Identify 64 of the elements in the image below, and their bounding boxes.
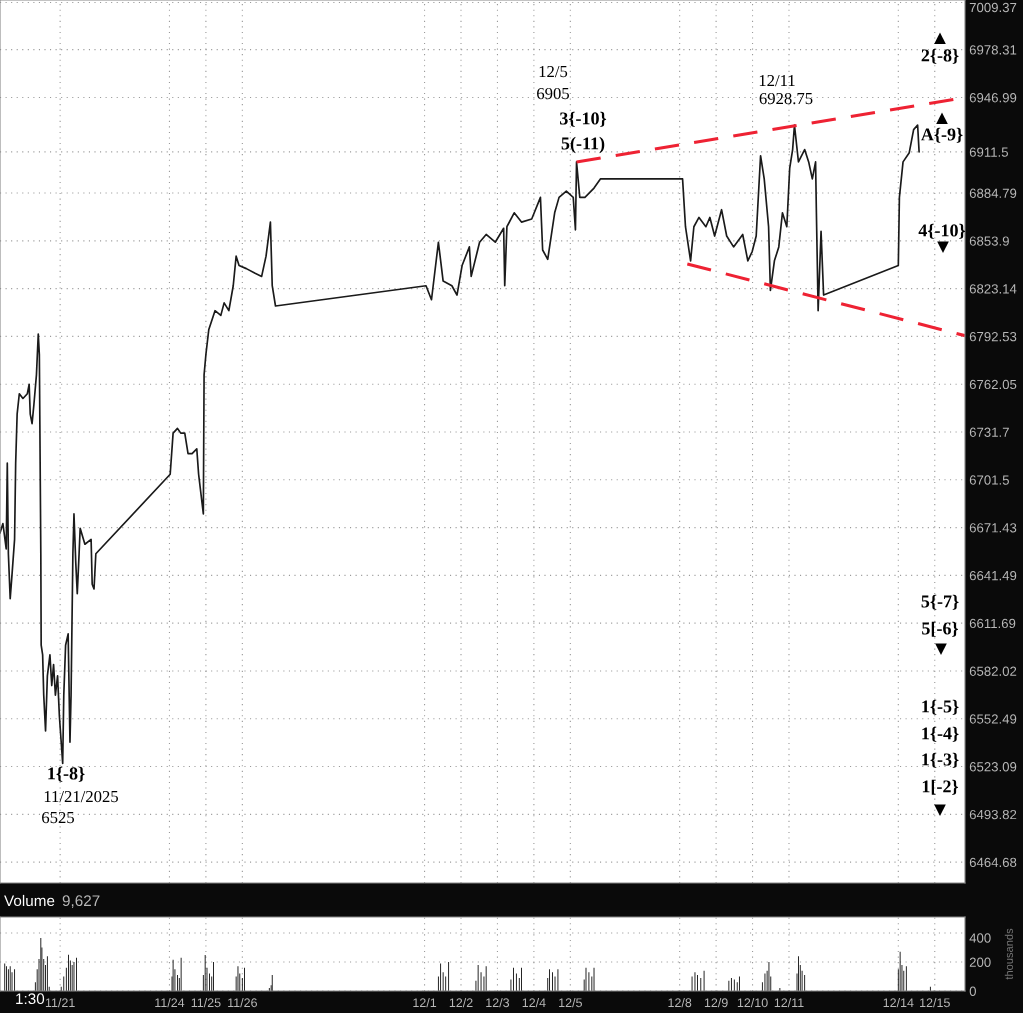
- x-tick-label: 12/8: [668, 997, 692, 1008]
- x-tick-label: 12/3: [486, 997, 510, 1008]
- annotation: 5(-11): [561, 136, 605, 154]
- y-tick-label: 6731.7: [969, 427, 1009, 437]
- text: Volume: [4, 894, 55, 907]
- y-tick-label: 6493.82: [969, 809, 1017, 820]
- annotation: A{-9}: [921, 127, 963, 143]
- annotation: 1{-3}: [922, 752, 959, 768]
- y-tick-label: 6823.14: [969, 284, 1017, 294]
- y-tick-label: 6582.02: [969, 666, 1017, 676]
- y-tick-label: 6701.5: [969, 475, 1009, 485]
- text: 9,627: [62, 895, 100, 908]
- annotation: 1[-2}: [922, 779, 959, 795]
- y-tick-label: 6552.49: [969, 714, 1017, 724]
- annotation: 4{-10}: [918, 223, 966, 239]
- y-tick-label: 200: [969, 957, 991, 967]
- annotation: 6928.75: [759, 92, 813, 105]
- annotation: 2{-8}: [921, 48, 959, 64]
- y-tick-label: 6523.09: [969, 762, 1017, 772]
- annotation: ▼: [934, 804, 946, 817]
- x-tick-label: 12/2: [449, 997, 473, 1008]
- y-axis-title: thousands: [1004, 928, 1013, 980]
- y-tick-label: 6762.05: [969, 379, 1017, 390]
- annotation: 12/5: [539, 65, 568, 78]
- x-tick-label: 12/15: [920, 997, 950, 1008]
- y-tick-label: 6911.5: [969, 147, 1008, 157]
- annotation: ▼: [935, 643, 947, 656]
- y-tick-label: 6853.9: [969, 236, 1009, 246]
- annotation: ▼: [937, 241, 949, 254]
- y-tick-label: 6884.79: [969, 188, 1017, 198]
- x-tick-label: 12/9: [704, 997, 728, 1008]
- y-tick-label: 6946.99: [969, 93, 1017, 103]
- annotation: 1{-5}: [922, 699, 959, 715]
- x-tick-label: 12/10: [737, 997, 768, 1008]
- y-tick-label: 6978.31: [969, 45, 1017, 55]
- annotation: ▲: [936, 112, 948, 125]
- annotation: 1{-8}: [48, 766, 85, 782]
- x-tick-label: 12/11: [774, 997, 804, 1008]
- x-tick-label: 12/14: [883, 997, 914, 1008]
- y-tick-label: 6611.69: [969, 618, 1016, 629]
- annotation: 5{-7}: [921, 594, 959, 610]
- x-tick-label: 12/5: [559, 997, 582, 1008]
- x-tick-label: 12/4: [522, 997, 546, 1008]
- annotation: ▲: [934, 32, 946, 45]
- annotation: 5[-6}: [922, 621, 959, 637]
- y-tick-label: 7009.37: [969, 2, 1017, 13]
- annotation: 6905: [537, 87, 570, 100]
- annotation: 3{-10}: [560, 111, 607, 127]
- annotation: 6525: [42, 811, 75, 824]
- annotation: 11/21/2025: [44, 790, 118, 803]
- annotation: 1{-4}: [922, 726, 959, 742]
- x-tick-label: 11/21: [45, 997, 75, 1008]
- y-tick-label: 6792.53: [969, 331, 1017, 342]
- text: 1:30: [16, 993, 45, 1005]
- x-tick-label: 11/24: [155, 997, 185, 1008]
- annotation: 12/11: [759, 74, 795, 87]
- y-tick-label: 6641.49: [969, 570, 1017, 581]
- y-tick-label: 6464.68: [969, 857, 1017, 868]
- x-tick-label: 12/1: [413, 997, 437, 1008]
- y-tick-label: 0: [969, 986, 976, 996]
- y-tick-label: 6671.43: [969, 523, 1017, 533]
- y-tick-label: 400: [969, 933, 991, 943]
- x-tick-label: 11/25: [191, 997, 221, 1008]
- x-tick-label: 11/26: [228, 997, 257, 1008]
